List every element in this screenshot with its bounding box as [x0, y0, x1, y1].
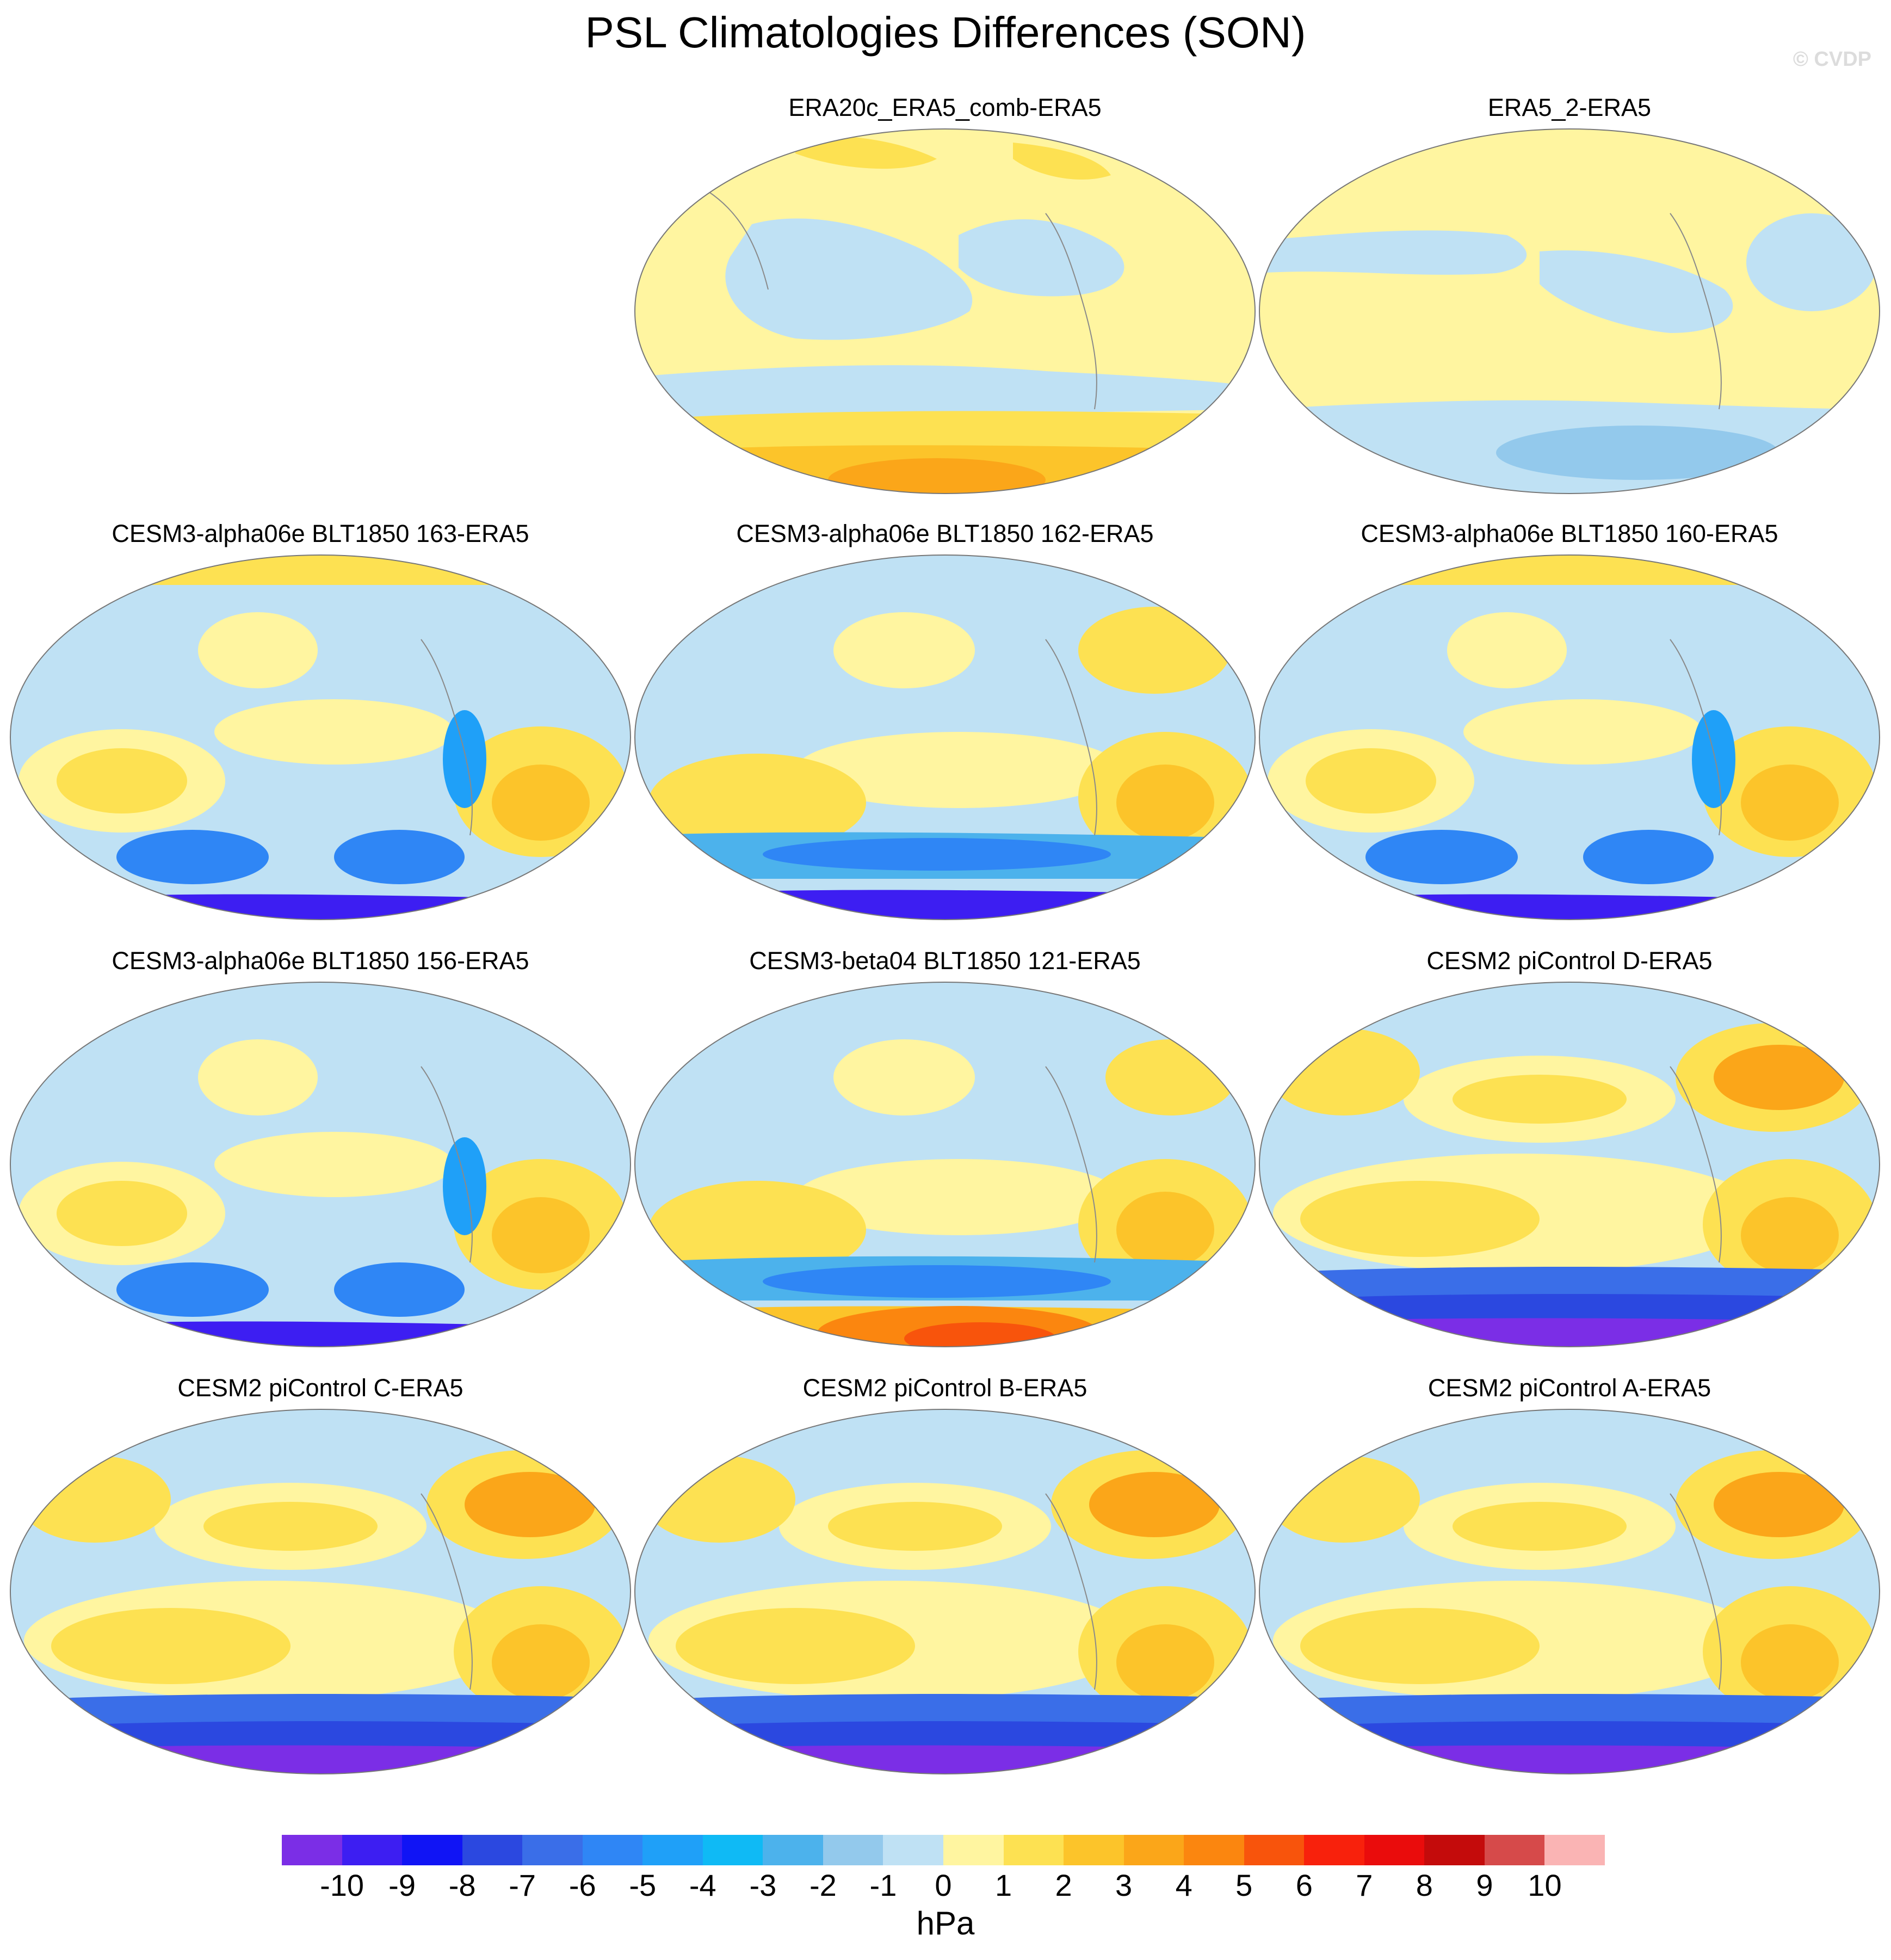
colorbar-tick-label: 7: [1356, 1868, 1373, 1902]
colorbar-swatch: [1003, 1835, 1064, 1865]
panel-title: CESM3-alpha06e BLT1850 163-ERA5: [112, 520, 529, 547]
map-panel-cesm2-d: CESM2 piControl D-ERA5: [1257, 947, 1882, 1347]
colorbar-tick-label: 6: [1295, 1868, 1313, 1902]
colorbar-swatch: [1184, 1835, 1244, 1865]
colorbar-swatch: [883, 1835, 944, 1865]
colorbar-tick-label: 5: [1235, 1868, 1253, 1902]
colorbar-swatch: [1244, 1835, 1305, 1865]
map-panel-cesm3-156: CESM3-alpha06e BLT1850 156-ERA5: [8, 947, 633, 1347]
map-field: [1259, 128, 1880, 494]
panel-title: CESM2 piControl D-ERA5: [1426, 947, 1713, 975]
colorbar-tick-label: -7: [509, 1868, 536, 1902]
map-field: [10, 554, 631, 920]
panel-title: CESM3-alpha06e BLT1850 160-ERA5: [1361, 520, 1778, 547]
panel-title: ERA5_2-ERA5: [1487, 94, 1652, 121]
colorbar-swatch: [763, 1835, 823, 1865]
colorbar-units: hPa: [916, 1905, 975, 1941]
colorbar-tick-label: -2: [809, 1868, 837, 1902]
panel-title: CESM3-alpha06e BLT1850 162-ERA5: [736, 520, 1154, 547]
map-field: [10, 982, 631, 1347]
colorbar: [282, 1835, 1605, 1865]
colorbar-swatch: [702, 1835, 763, 1865]
colorbar-tick-label: 9: [1476, 1868, 1493, 1902]
map-panel-cesm3-beta04: CESM3-beta04 BLT1850 121-ERA5: [632, 947, 1258, 1347]
colorbar-swatch: [943, 1835, 1004, 1865]
colorbar-tick-label: -6: [568, 1868, 596, 1902]
panel-title: CESM2 piControl C-ERA5: [177, 1374, 464, 1402]
map-field: [10, 1409, 631, 1774]
panel-title: CESM2 piControl A-ERA5: [1427, 1374, 1711, 1402]
map-field: [1259, 982, 1880, 1347]
colorbar-swatch: [402, 1835, 462, 1865]
map-field: [634, 1409, 1256, 1774]
panel-title: ERA20c_ERA5_comb-ERA5: [788, 94, 1102, 121]
colorbar-tick-label: -8: [448, 1868, 476, 1902]
map-panel-cesm2-c: CESM2 piControl C-ERA5: [8, 1374, 633, 1774]
colorbar-swatch: [1123, 1835, 1184, 1865]
colorbar-tick-label: 0: [935, 1868, 952, 1902]
colorbar-swatch: [522, 1835, 583, 1865]
colorbar-swatch: [582, 1835, 643, 1865]
colorbar-tick-label: -4: [689, 1868, 716, 1902]
colorbar-swatch: [462, 1835, 523, 1865]
colorbar-swatch: [1064, 1835, 1124, 1865]
colorbar-swatch: [1304, 1835, 1364, 1865]
map-field: [1259, 554, 1880, 920]
map-panel-cesm3-160: CESM3-alpha06e BLT1850 160-ERA5: [1257, 520, 1882, 920]
panel-title: CESM3-alpha06e BLT1850 156-ERA5: [112, 947, 529, 975]
map-panel-cesm3-162: CESM3-alpha06e BLT1850 162-ERA5: [632, 520, 1258, 920]
colorbar-swatch: [1484, 1835, 1545, 1865]
colorbar-tick-label: -5: [629, 1868, 657, 1902]
colorbar-tick-label: -9: [388, 1868, 416, 1902]
colorbar-tick-label: 1: [994, 1868, 1012, 1902]
map-field: [634, 128, 1256, 494]
colorbar-tick-label: -3: [749, 1868, 777, 1902]
colorbar-tick-label: 10: [1528, 1868, 1562, 1902]
colorbar-tick-label: 4: [1175, 1868, 1192, 1902]
colorbar-swatch: [342, 1835, 403, 1865]
map-panel-cesm3-163: CESM3-alpha06e BLT1850 163-ERA5: [8, 520, 633, 920]
colorbar-tick-label: -10: [320, 1868, 364, 1902]
colorbar-tick-label: 3: [1115, 1868, 1133, 1902]
colorbar-swatch: [282, 1835, 342, 1865]
figure-title: PSL Climatologies Differences (SON): [585, 8, 1306, 57]
colorbar-swatch: [1364, 1835, 1425, 1865]
map-field: [634, 982, 1256, 1347]
colorbar-ticks: -10 -9 -8 -7 -6 -5 -4 -3 -2 -1 0 1 2 3 4 5 6 7 8 9 10: [282, 1867, 1605, 1906]
colorbar-swatch: [642, 1835, 703, 1865]
colorbar-tick-label: -1: [869, 1868, 897, 1902]
colorbar-swatch: [823, 1835, 883, 1865]
panel-title: CESM3-beta04 BLT1850 121-ERA5: [749, 947, 1141, 975]
colorbar-tick-label: 8: [1416, 1868, 1433, 1902]
map-field: [1259, 1409, 1880, 1774]
panel-title: CESM2 piControl B-ERA5: [802, 1374, 1087, 1402]
map-panel-era5-2: ERA5_2-ERA5: [1257, 94, 1882, 494]
colorbar-swatch: [1544, 1835, 1605, 1865]
map-field: [634, 554, 1256, 920]
map-panel-era20c: ERA20c_ERA5_comb-ERA5: [632, 94, 1258, 494]
map-panel-cesm2-a: CESM2 piControl A-ERA5: [1257, 1374, 1882, 1774]
colorbar-swatch: [1424, 1835, 1485, 1865]
cvdp-credit: © CVDP: [1793, 48, 1871, 71]
map-panel-cesm2-b: CESM2 piControl B-ERA5: [632, 1374, 1258, 1774]
colorbar-tick-label: 2: [1055, 1868, 1072, 1902]
